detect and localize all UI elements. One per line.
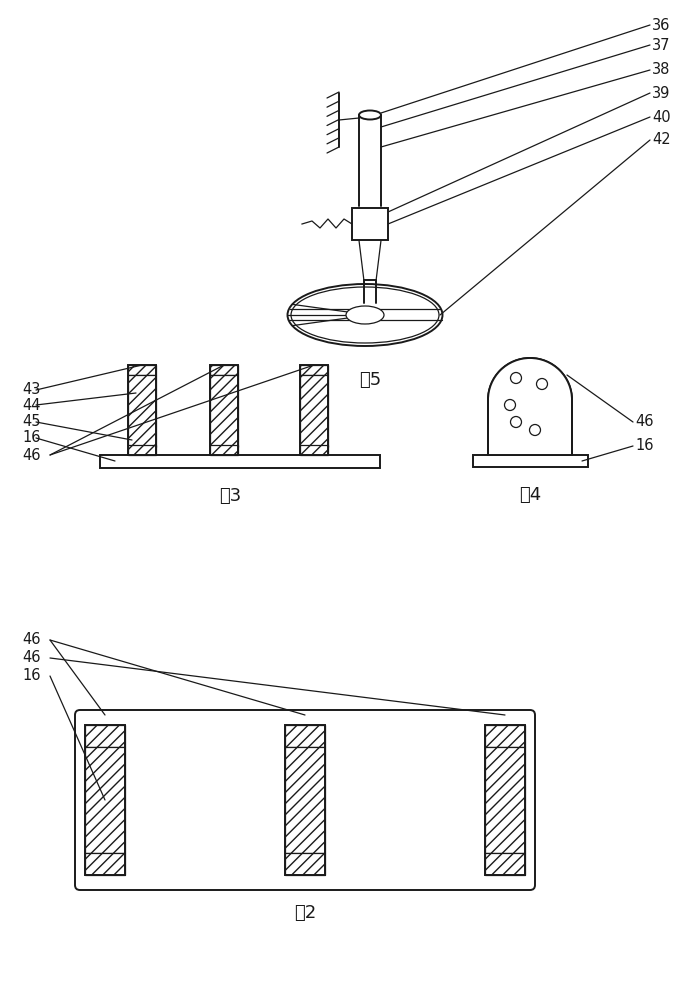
Text: 39: 39 xyxy=(652,86,671,101)
Text: 42: 42 xyxy=(652,132,671,147)
Bar xyxy=(300,375,328,447)
Text: 16: 16 xyxy=(22,668,40,684)
Bar xyxy=(485,853,525,875)
Bar xyxy=(285,725,325,747)
Bar xyxy=(300,365,328,455)
Bar xyxy=(352,208,388,240)
Bar xyxy=(285,725,325,875)
Text: 44: 44 xyxy=(22,397,40,412)
Text: 46: 46 xyxy=(22,650,40,666)
Bar xyxy=(473,455,588,467)
Ellipse shape xyxy=(288,284,443,346)
Text: 图2: 图2 xyxy=(294,904,316,922)
Text: 图5: 图5 xyxy=(359,371,381,389)
Bar xyxy=(210,365,238,375)
Circle shape xyxy=(510,372,521,383)
Bar xyxy=(485,725,525,875)
Bar xyxy=(128,365,156,455)
Bar xyxy=(285,853,325,875)
Bar xyxy=(128,375,156,447)
Text: 43: 43 xyxy=(22,382,40,397)
Bar xyxy=(300,365,328,375)
Bar xyxy=(128,365,156,375)
Text: 16: 16 xyxy=(22,430,40,446)
Text: 46: 46 xyxy=(22,633,40,648)
Polygon shape xyxy=(488,358,572,400)
Text: 38: 38 xyxy=(652,62,671,78)
Bar xyxy=(128,445,156,455)
Text: 图4: 图4 xyxy=(519,486,541,504)
Bar xyxy=(485,725,525,747)
Text: 46: 46 xyxy=(635,414,653,430)
Text: 36: 36 xyxy=(652,17,671,32)
Text: 46: 46 xyxy=(22,448,40,462)
Bar xyxy=(485,747,525,853)
Text: 16: 16 xyxy=(635,438,653,454)
Bar xyxy=(85,747,125,853)
Ellipse shape xyxy=(346,306,384,324)
Text: 图3: 图3 xyxy=(219,487,241,505)
Text: 40: 40 xyxy=(652,109,671,124)
Text: 37: 37 xyxy=(652,37,671,52)
Circle shape xyxy=(504,399,516,410)
Circle shape xyxy=(530,424,540,436)
Bar xyxy=(210,365,238,455)
Bar xyxy=(100,455,380,468)
Bar xyxy=(300,445,328,455)
Bar xyxy=(85,853,125,875)
Bar xyxy=(285,747,325,853)
Circle shape xyxy=(510,416,521,428)
FancyBboxPatch shape xyxy=(75,710,535,890)
Bar xyxy=(85,725,125,747)
Bar xyxy=(210,375,238,447)
Text: 45: 45 xyxy=(22,414,40,430)
Bar xyxy=(85,725,125,875)
Ellipse shape xyxy=(359,110,381,119)
Polygon shape xyxy=(488,400,572,455)
Bar xyxy=(210,445,238,455)
Circle shape xyxy=(536,378,547,389)
